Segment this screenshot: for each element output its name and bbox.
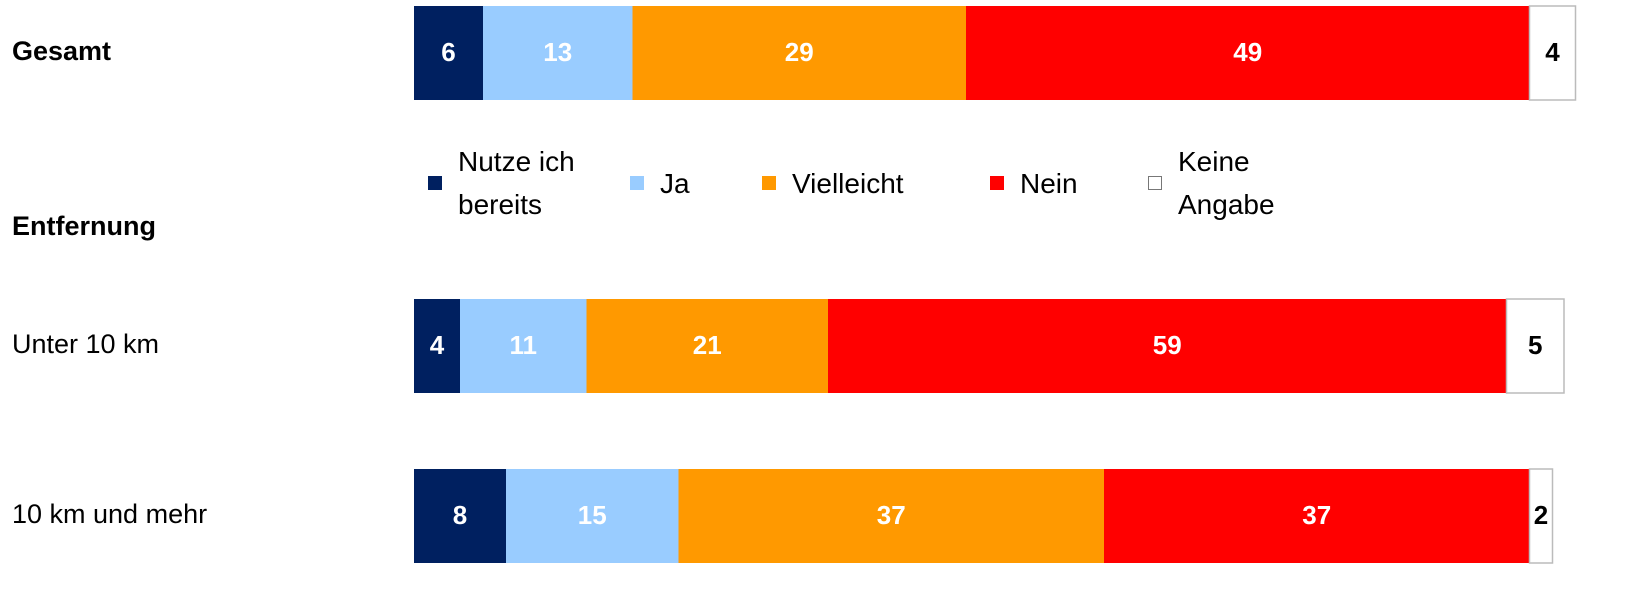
- value-label: 13: [543, 37, 572, 67]
- bar-segment: [506, 469, 679, 563]
- group-label: Entfernung: [12, 211, 156, 241]
- bar-segment: [678, 469, 1104, 563]
- value-label: 49: [1233, 37, 1262, 67]
- category-label: Unter 10 km: [12, 329, 159, 359]
- value-label: 2: [1534, 500, 1548, 530]
- value-label: 21: [693, 330, 722, 360]
- legend-swatch: [428, 176, 442, 190]
- bar-segment: [414, 299, 460, 393]
- category-label: 10 km und mehr: [12, 499, 207, 529]
- legend-swatch: [1148, 176, 1162, 190]
- bar-segment: [414, 469, 506, 563]
- value-label: 4: [1545, 37, 1560, 67]
- legend-swatch: [990, 176, 1004, 190]
- bar-segment: [460, 299, 587, 393]
- legend-label: Ja: [660, 167, 690, 199]
- bar-segment: [828, 299, 1507, 393]
- value-label: 11: [510, 330, 538, 360]
- legend-item: Keine Angabe: [1148, 140, 1303, 226]
- value-label: 37: [1302, 500, 1331, 530]
- bar-segment: [414, 6, 483, 100]
- category-label: Gesamt: [12, 36, 111, 66]
- value-label: 29: [785, 37, 814, 67]
- legend-label: Vielleicht: [792, 167, 904, 199]
- legend-label: Nutze ich bereits: [458, 146, 575, 220]
- value-label: 59: [1153, 330, 1182, 360]
- value-label: 15: [578, 500, 607, 530]
- legend-item: Nutze ich bereits: [428, 140, 608, 226]
- bar-segment: [483, 6, 633, 100]
- value-label: 5: [1528, 330, 1542, 360]
- bar-segment: [586, 299, 828, 393]
- legend-item: Ja: [630, 140, 720, 226]
- legend-item: Vielleicht: [762, 140, 952, 226]
- legend-label: Keine Angabe: [1178, 146, 1275, 220]
- bar-segment: [632, 6, 966, 100]
- legend-item: Nein: [990, 140, 1110, 226]
- value-label: 4: [430, 330, 445, 360]
- value-label: 8: [453, 500, 467, 530]
- bar-segment: [1104, 469, 1530, 563]
- bar-segment: [1505, 298, 1565, 394]
- legend-swatch: [630, 176, 644, 190]
- bar-segment: [1528, 468, 1554, 564]
- legend-label: Nein: [1020, 167, 1078, 199]
- bar-segment: [966, 6, 1530, 100]
- value-label: 6: [441, 37, 455, 67]
- bar-segment: [1528, 5, 1577, 101]
- legend-swatch: [762, 176, 776, 190]
- value-label: 37: [877, 500, 906, 530]
